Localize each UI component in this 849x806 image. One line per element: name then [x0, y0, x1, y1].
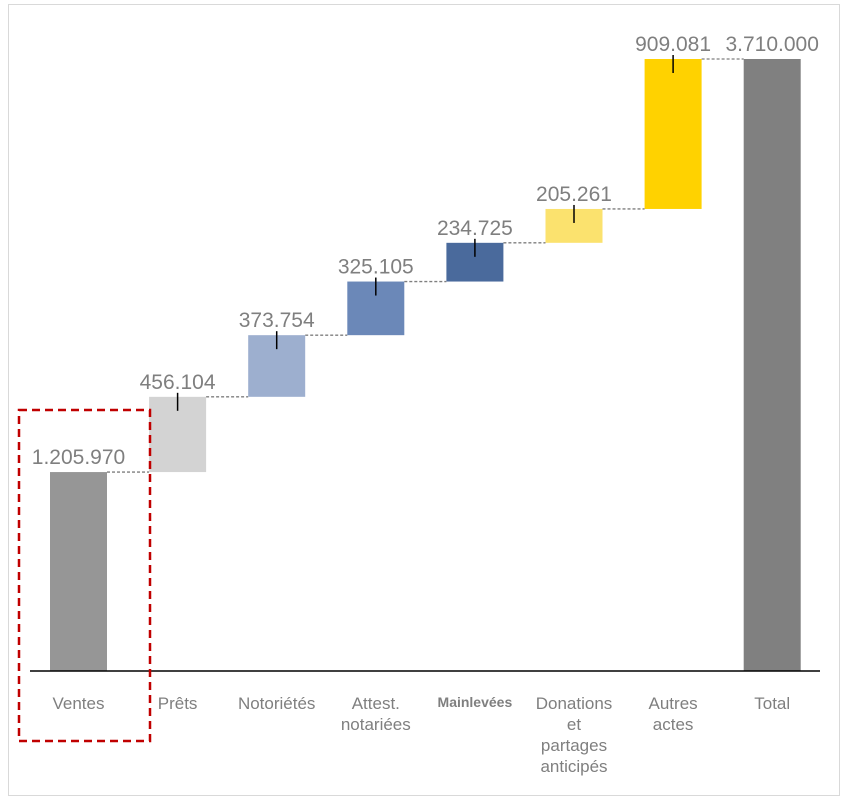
value-label: 325.105 [338, 256, 414, 279]
category-label: Mainlevées [438, 694, 513, 710]
value-label: 3.710.000 [725, 33, 818, 56]
category-label-line: actes [653, 715, 694, 734]
bar-1 [50, 472, 107, 671]
category-label-line: Notoriétés [238, 694, 315, 713]
category-label-line: Attest. [352, 694, 400, 713]
category-label: Attest. notariées [341, 694, 411, 734]
category-label-line: anticipés [540, 757, 607, 776]
category-label-line: Autres [649, 694, 698, 713]
highlight-box [17, 408, 152, 743]
category-label: Ventes [53, 694, 105, 713]
category-label-line: et [567, 715, 581, 734]
category-label: Total [754, 694, 790, 713]
category-label: Notoriétés [238, 694, 315, 713]
value-label: 909.081 [635, 33, 711, 56]
value-label: 205.261 [536, 183, 612, 206]
category-label-line: Mainlevées [438, 694, 513, 710]
category-label-line: notariées [341, 715, 411, 734]
category-label-line: Donations [536, 694, 613, 713]
category-label-line: partages [541, 736, 607, 755]
value-label: 1.205.970 [32, 446, 125, 469]
category-label: Prêts [158, 694, 198, 713]
value-label: 456.104 [140, 371, 216, 394]
value-label: 373.754 [239, 309, 315, 332]
bar-7 [644, 59, 702, 209]
chart-frame [8, 4, 840, 796]
category-label-line: Prêts [158, 694, 198, 713]
category-label-line: Ventes [53, 694, 105, 713]
bar-8 [743, 59, 801, 671]
value-label: 234.725 [437, 217, 513, 240]
category-label-line: Total [754, 694, 790, 713]
category-label: Donations et partages anticipés [536, 694, 613, 776]
category-label: Autres actes [649, 694, 698, 734]
